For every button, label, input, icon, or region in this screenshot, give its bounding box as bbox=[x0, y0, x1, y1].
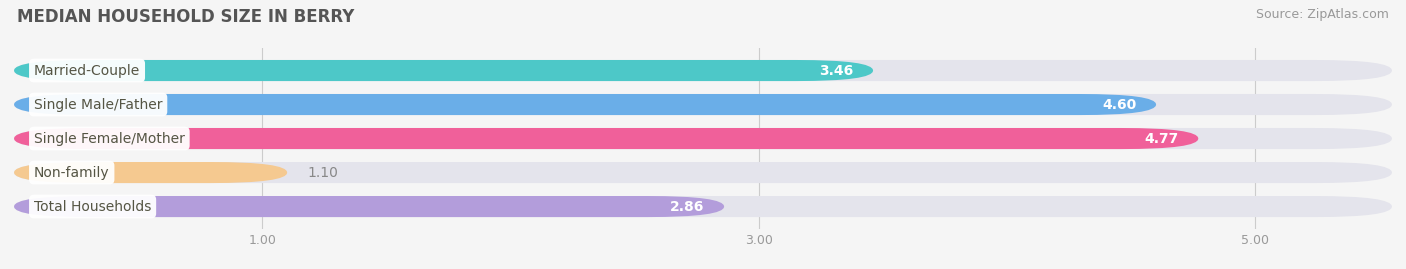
FancyBboxPatch shape bbox=[14, 128, 1198, 149]
FancyBboxPatch shape bbox=[14, 94, 1392, 115]
Text: Married-Couple: Married-Couple bbox=[34, 63, 141, 77]
Text: Total Households: Total Households bbox=[34, 200, 152, 214]
FancyBboxPatch shape bbox=[14, 60, 1392, 81]
FancyBboxPatch shape bbox=[14, 60, 873, 81]
Text: Non-family: Non-family bbox=[34, 165, 110, 179]
Text: Single Female/Mother: Single Female/Mother bbox=[34, 132, 184, 146]
Text: 4.60: 4.60 bbox=[1102, 98, 1136, 112]
FancyBboxPatch shape bbox=[14, 128, 1392, 149]
Text: Single Male/Father: Single Male/Father bbox=[34, 98, 163, 112]
FancyBboxPatch shape bbox=[14, 94, 1156, 115]
FancyBboxPatch shape bbox=[14, 196, 724, 217]
FancyBboxPatch shape bbox=[14, 162, 1392, 183]
Text: 3.46: 3.46 bbox=[818, 63, 853, 77]
Text: 1.10: 1.10 bbox=[307, 165, 337, 179]
Text: MEDIAN HOUSEHOLD SIZE IN BERRY: MEDIAN HOUSEHOLD SIZE IN BERRY bbox=[17, 8, 354, 26]
Text: 2.86: 2.86 bbox=[669, 200, 704, 214]
FancyBboxPatch shape bbox=[14, 196, 1392, 217]
FancyBboxPatch shape bbox=[14, 162, 287, 183]
Text: Source: ZipAtlas.com: Source: ZipAtlas.com bbox=[1256, 8, 1389, 21]
Text: 4.77: 4.77 bbox=[1144, 132, 1178, 146]
